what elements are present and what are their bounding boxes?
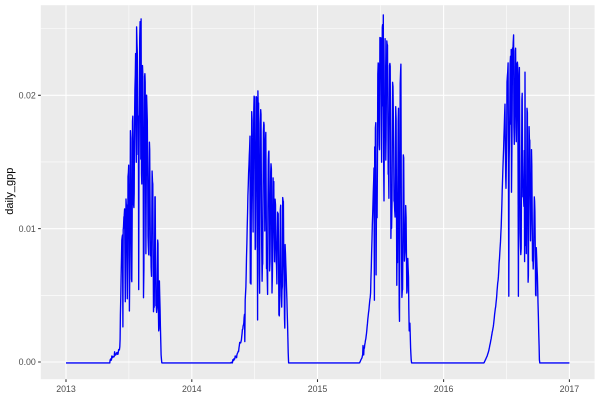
svg-text:2013: 2013	[56, 384, 76, 394]
svg-text:daily_gpp: daily_gpp	[4, 168, 16, 215]
svg-text:2014: 2014	[182, 384, 202, 394]
svg-text:2016: 2016	[434, 384, 454, 394]
svg-text:0.02: 0.02	[19, 90, 36, 100]
svg-text:0.00: 0.00	[19, 357, 36, 367]
svg-text:2015: 2015	[308, 384, 328, 394]
svg-text:2017: 2017	[560, 384, 580, 394]
svg-text:0.01: 0.01	[19, 224, 36, 234]
